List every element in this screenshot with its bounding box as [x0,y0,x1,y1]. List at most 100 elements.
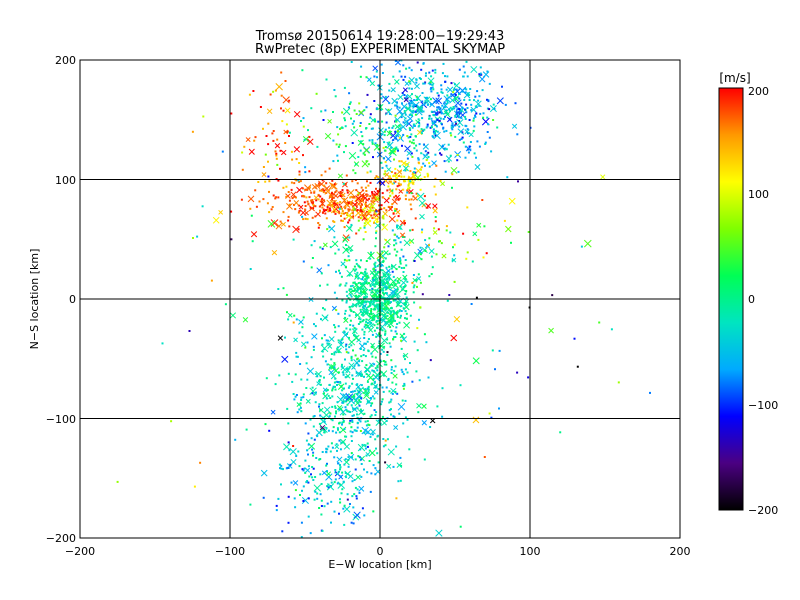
scatter-point-dot [357,323,360,325]
scatter-point-dot [440,112,443,115]
scatter-point-dot [364,186,367,189]
scatter-point-cross [393,425,399,431]
scatter-point-dot [446,299,449,302]
scatter-point-dot [474,95,477,98]
scatter-point-dot [331,395,334,398]
scatter-point-dot [430,273,433,275]
scatter-point-dot [366,420,369,423]
scatter-point-dot [385,285,388,288]
scatter-point-dot [342,182,345,185]
scatter-point-cross [403,97,409,103]
scatter-point-dot [333,456,336,459]
scatter-point-dot [452,91,455,94]
scatter-point-dot [386,338,389,341]
scatter-point-dot [365,324,368,327]
scatter-point-cross [381,223,389,231]
scatter-point-cross [315,211,321,217]
scatter-point-dot [352,268,355,271]
scatter-point-cross [369,80,376,87]
scatter-point-dot [371,141,374,144]
scatter-point-dot [345,351,348,354]
scatter-point-cross [331,183,338,190]
scatter-point-dot [385,292,388,295]
scatter-point-dot [343,151,345,154]
scatter-point-dot [444,75,446,78]
scatter-point-dot [407,184,410,187]
scatter-point-dot [386,351,389,354]
scatter-point-dot [249,503,252,506]
scatter-point-dot [328,207,331,210]
scatter-point-dot [307,465,310,468]
scatter-point-dot [360,458,363,461]
scatter-point-dot [443,130,446,133]
scatter-point-dot [350,426,353,429]
scatter-point-dot [298,162,301,164]
scatter-point-dot [479,66,482,69]
scatter-point-dot [464,91,467,94]
scatter-point-cross [284,107,291,114]
scatter-point-cross [316,267,323,274]
scatter-point-cross [250,231,258,238]
scatter-point-dot [344,119,346,122]
scatter-point-dot [311,448,314,451]
scatter-point-dot [344,205,347,208]
scatter-point-cross [366,374,375,382]
scatter-point-dot [365,424,368,427]
scatter-point-dot [318,379,321,381]
scatter-point-dot [337,339,340,342]
scatter-point-dot [348,236,351,239]
scatter-point-dot [359,420,362,423]
scatter-point-dot [458,68,461,71]
scatter-point-cross [415,168,422,174]
scatter-point-cross [375,469,381,475]
scatter-point-dot [461,107,464,109]
scatter-point-cross [358,485,365,492]
scatter-point-dot [295,158,298,161]
scatter-point-dot [370,251,372,254]
scatter-point-dot [293,182,296,185]
scatter-point-dot [353,265,356,268]
scatter-point-cross [396,169,403,175]
scatter-point-dot [381,166,384,169]
scatter-point-cross [270,409,276,415]
scatter-point-dot [441,72,444,75]
scatter-point-cross [369,270,375,275]
scatter-point-dot [394,279,397,282]
scatter-point-dot [387,273,390,276]
scatter-point-dot [304,171,307,174]
scatter-point-dot [370,352,373,355]
scatter-point-dot [375,70,378,73]
scatter-point-cross [334,444,340,450]
scatter-point-dot [376,435,379,438]
scatter-point-dot [445,229,448,232]
scatter-point-dot [373,318,376,321]
scatter-point-dot [357,216,360,219]
scatter-point-dot [325,316,328,319]
scatter-point-dot [313,323,315,326]
scatter-point-dot [404,368,407,371]
scatter-point-dot [311,466,314,468]
scatter-point-dot [380,269,382,272]
scatter-point-dot [445,103,448,105]
scatter-point-cross [337,191,344,198]
scatter-point-cross [247,195,255,203]
scatter-point-dot [398,281,401,284]
scatter-point-dot [370,300,373,302]
scatter-point-dot [426,96,429,99]
scatter-point-dot [360,355,363,358]
scatter-point-dot [296,411,299,414]
scatter-point-dot [483,456,486,458]
scatter-point-dot [379,422,382,425]
scatter-point-dot [295,355,298,358]
scatter-point-dot [382,274,385,277]
scatter-point-dot [364,296,367,299]
scatter-point-dot [388,175,391,178]
scatter-point-dot [371,127,374,130]
scatter-point-dot [330,192,333,195]
scatter-point-dot [401,144,403,147]
scatter-point-cross [290,458,297,466]
scatter-point-dot [371,291,374,294]
scatter-point-dot [271,132,274,135]
scatter-point-dot [328,383,331,386]
scatter-point-cross [428,248,435,255]
